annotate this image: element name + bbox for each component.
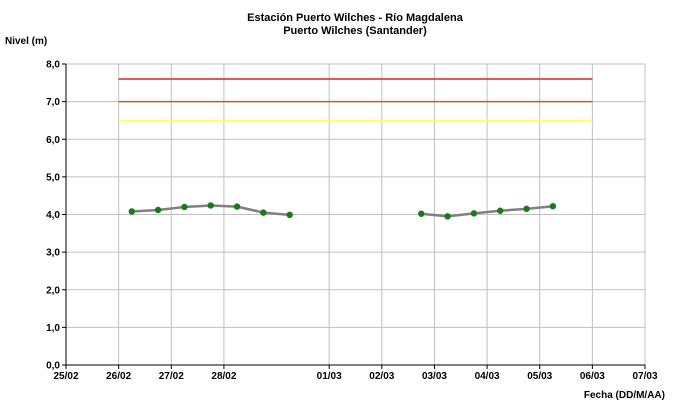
data-point [260,209,267,216]
x-axis-label: Fecha (DD/M/AA) [584,390,665,401]
data-point [128,208,135,215]
y-tick-label: 1,0 [46,323,60,334]
data-point [286,211,293,219]
data-point [181,203,188,211]
y-tick-label: 4,0 [46,210,60,221]
y-tick-label: 8,0 [46,60,60,71]
x-tick-label: 04/03 [475,371,500,382]
x-tick-label: 25/02 [53,371,78,382]
y-tick-label: 7,0 [46,97,60,108]
x-tick-label: 05/03 [527,371,552,382]
data-point [497,207,504,214]
data-point [444,213,451,220]
x-tick-label: 01/03 [317,371,342,382]
x-tick-label: 02/03 [369,371,394,382]
x-tick-label: 26/02 [106,371,131,382]
chart-subtitle: Puerto Wilches (Santander) [283,25,427,37]
x-tick-label: 28/02 [211,371,236,382]
x-tick-label: 27/02 [159,371,184,382]
x-tick-label: 03/03 [422,371,447,382]
data-point [233,203,241,210]
chart-title: Estación Puerto Wilches - Río Magdalena [247,12,464,24]
plot-area: 0,0 1,0 2,0 3,0 4,0 5,0 6,0 7,0 8,0 25/02 26/02 27/… [46,60,658,383]
data-point [418,210,425,217]
x-tick-label: 06/03 [580,371,605,382]
data-point [470,210,478,217]
y-axis-label: Nivel (m) [5,36,47,47]
y-tick-label: 5,0 [46,172,60,183]
y-tick-label: 3,0 [46,248,60,259]
data-point [523,205,530,213]
data-point [154,206,162,214]
data-point [549,203,557,210]
y-tick-label: 0,0 [46,361,60,372]
y-tick-label: 6,0 [46,135,60,146]
x-tick-label: 07/03 [632,371,657,382]
data-point [207,202,214,209]
y-tick-label: 2,0 [46,285,60,296]
series-line [421,204,554,218]
